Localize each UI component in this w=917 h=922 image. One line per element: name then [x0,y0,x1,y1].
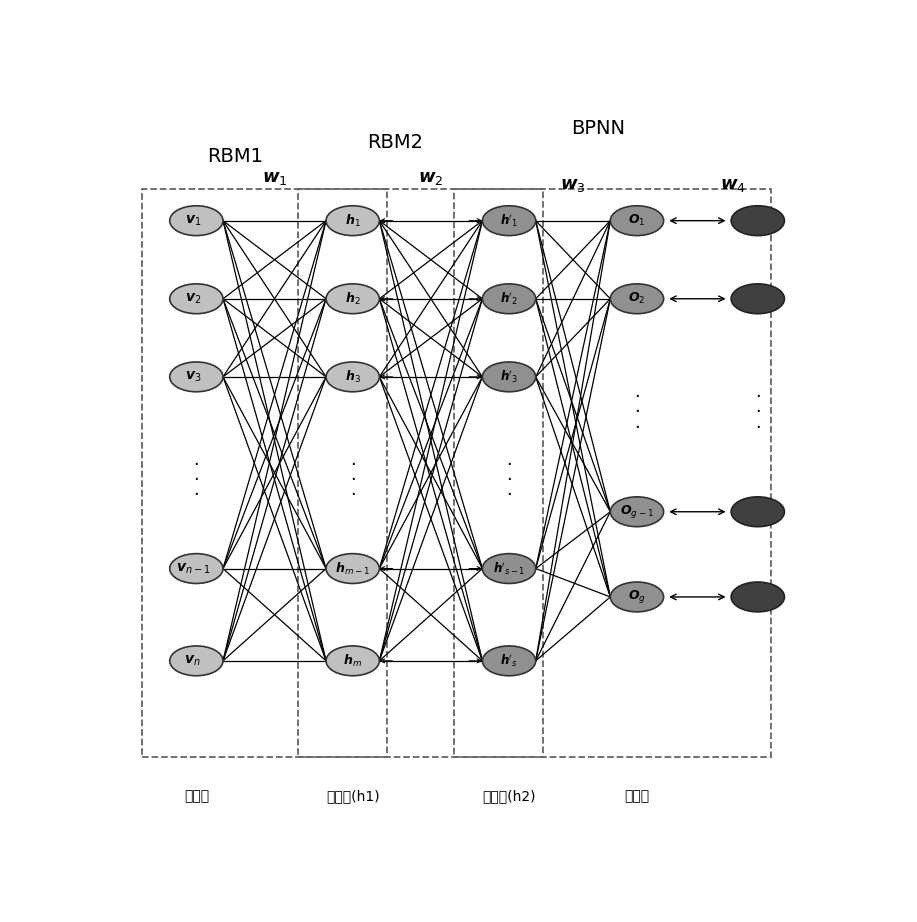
Ellipse shape [731,284,784,313]
Text: $\boldsymbol{h}'_{1}$: $\boldsymbol{h}'_{1}$ [500,212,518,229]
Text: $\boldsymbol{v}_{2}$: $\boldsymbol{v}_{2}$ [184,291,201,306]
Ellipse shape [170,206,223,236]
Text: ·
·
·: · · · [755,388,761,436]
Text: 输出层: 输出层 [624,788,649,803]
Ellipse shape [731,582,784,612]
Bar [141,189,387,757]
Ellipse shape [326,646,380,676]
Ellipse shape [170,284,223,313]
Text: $\boldsymbol{h}'_{2}$: $\boldsymbol{h}'_{2}$ [500,290,518,307]
Text: ·
·
·: · · · [506,455,512,504]
Ellipse shape [611,206,664,236]
Text: $\boldsymbol{w}_{1}$: $\boldsymbol{w}_{1}$ [261,169,287,187]
Text: $\boldsymbol{h}_{3}$: $\boldsymbol{h}_{3}$ [345,369,360,384]
Text: BPNN: BPNN [571,119,624,138]
Text: $\boldsymbol{h}'_{s}$: $\boldsymbol{h}'_{s}$ [501,653,518,669]
Text: 隐含层(h2): 隐含层(h2) [482,788,536,803]
Text: $\boldsymbol{v}_{n}$: $\boldsymbol{v}_{n}$ [184,654,201,668]
Text: ·
·
·: · · · [349,455,356,504]
Text: $\boldsymbol{w}_{3}$: $\boldsymbol{w}_{3}$ [560,176,586,195]
Ellipse shape [482,646,536,676]
Text: $\boldsymbol{O}_{g-1}$: $\boldsymbol{O}_{g-1}$ [620,503,654,520]
Text: $\boldsymbol{w}_{2}$: $\boldsymbol{w}_{2}$ [418,169,444,187]
Text: $\boldsymbol{h}_{m-1}$: $\boldsymbol{h}_{m-1}$ [336,561,370,576]
Text: $\boldsymbol{w}_{4}$: $\boldsymbol{w}_{4}$ [720,176,746,195]
Ellipse shape [326,284,380,313]
Text: RBM2: RBM2 [368,133,424,152]
Ellipse shape [170,646,223,676]
Text: $\boldsymbol{v}_{1}$: $\boldsymbol{v}_{1}$ [184,214,201,228]
Ellipse shape [482,206,536,236]
Text: $\boldsymbol{v}_{n-1}$: $\boldsymbol{v}_{n-1}$ [175,561,210,575]
Ellipse shape [326,362,380,392]
Text: $\boldsymbol{O}_{1}$: $\boldsymbol{O}_{1}$ [628,213,646,229]
Ellipse shape [611,284,664,313]
Text: ·
·
·: · · · [634,388,640,436]
Ellipse shape [611,582,664,612]
Ellipse shape [611,497,664,526]
Ellipse shape [170,553,223,584]
Text: $\boldsymbol{h}'_{3}$: $\boldsymbol{h}'_{3}$ [500,369,518,385]
Text: $\boldsymbol{h}_{2}$: $\boldsymbol{h}_{2}$ [345,290,360,307]
Text: $\boldsymbol{h}'_{s-1}$: $\boldsymbol{h}'_{s-1}$ [493,561,525,577]
Text: $\boldsymbol{h}_{1}$: $\boldsymbol{h}_{1}$ [345,213,360,229]
Text: $\boldsymbol{O}_{2}$: $\boldsymbol{O}_{2}$ [628,291,646,306]
Text: ·
·
·: · · · [193,455,199,504]
Ellipse shape [326,553,380,584]
Text: $\boldsymbol{v}_{3}$: $\boldsymbol{v}_{3}$ [184,370,201,384]
Ellipse shape [731,206,784,236]
Text: 隐含层(h1): 隐含层(h1) [326,788,380,803]
Text: $\boldsymbol{h}_{m}$: $\boldsymbol{h}_{m}$ [343,653,362,668]
Ellipse shape [731,497,784,526]
Ellipse shape [170,362,223,392]
Ellipse shape [482,553,536,584]
Ellipse shape [326,206,380,236]
Ellipse shape [482,284,536,313]
Bar [454,189,770,757]
Text: 输入层: 输入层 [183,788,209,803]
Ellipse shape [482,362,536,392]
Bar [298,189,543,757]
Text: $\boldsymbol{O}_{g}$: $\boldsymbol{O}_{g}$ [628,588,646,606]
Text: RBM1: RBM1 [207,148,263,166]
